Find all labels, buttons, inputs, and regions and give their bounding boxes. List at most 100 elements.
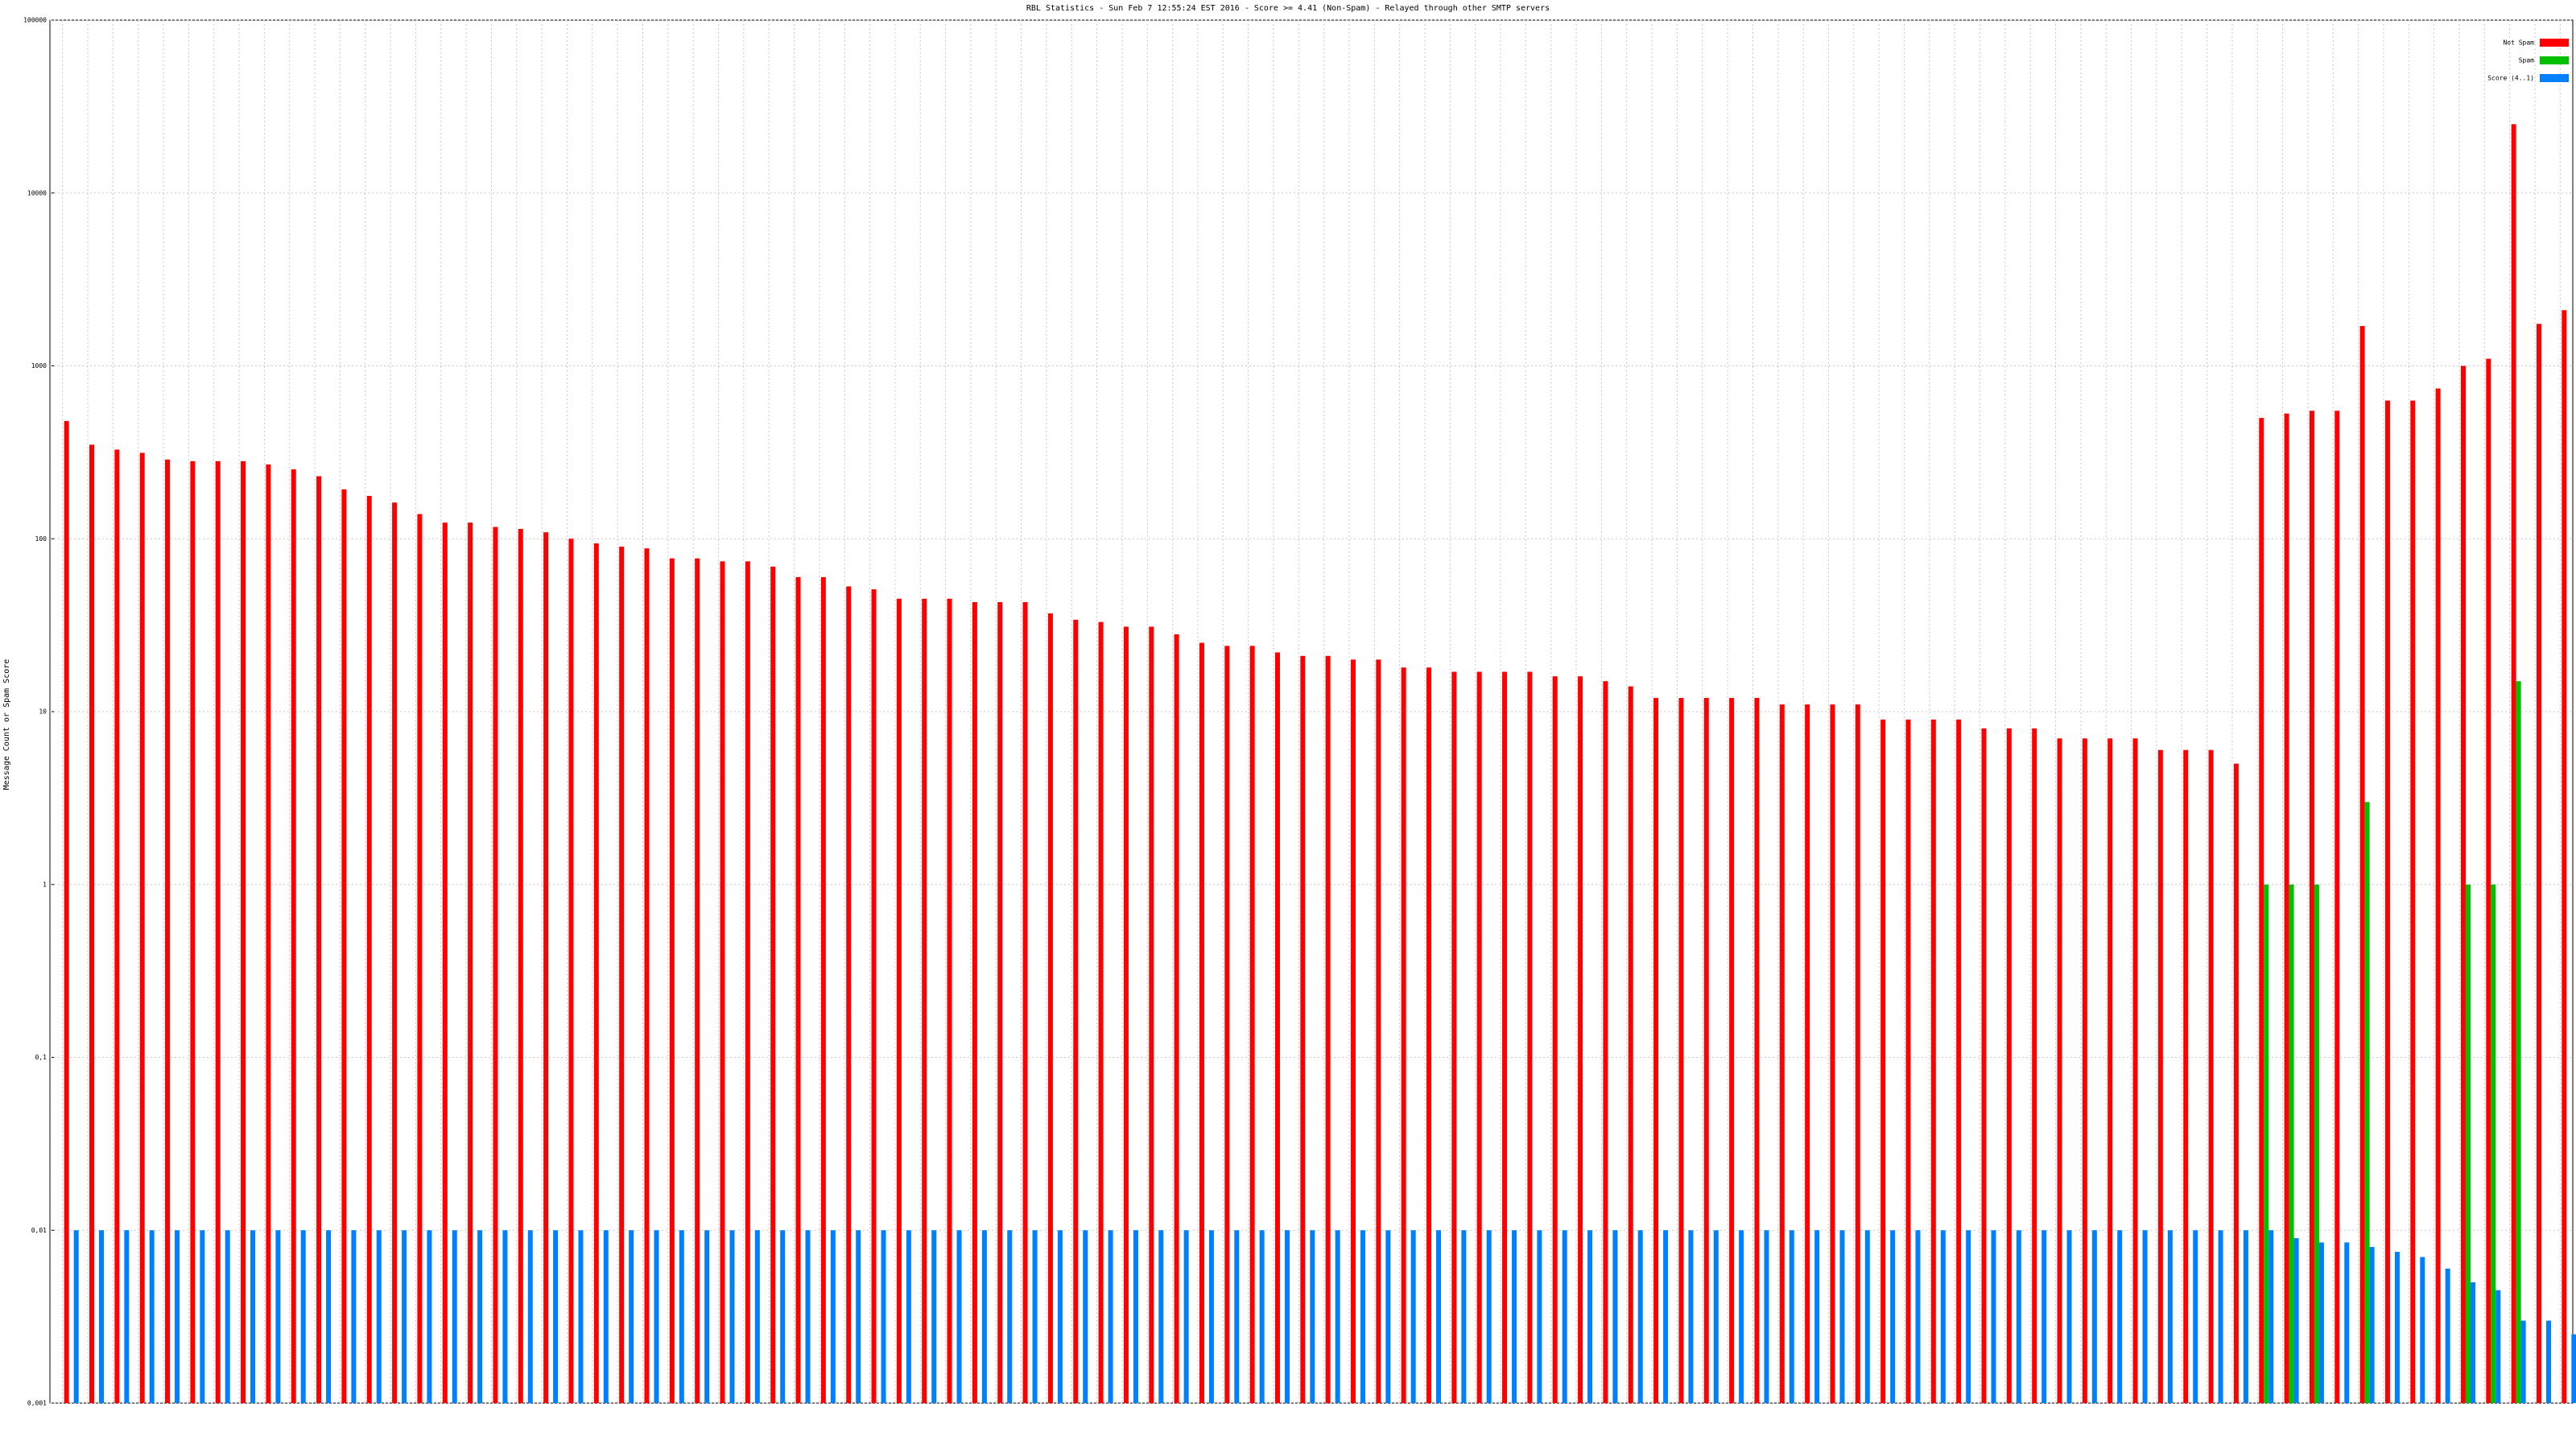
bar — [2384, 400, 2390, 1404]
bar — [351, 1230, 357, 1403]
bar — [1864, 1230, 1870, 1403]
y-tick-label: 10 — [39, 708, 47, 716]
bar — [275, 1230, 281, 1403]
bar — [729, 1230, 735, 1403]
bar — [2268, 1230, 2274, 1403]
bar — [2309, 411, 2314, 1404]
bar — [654, 1230, 659, 1403]
bar — [644, 548, 650, 1403]
bar — [795, 576, 801, 1403]
bar — [1729, 697, 1735, 1403]
bar — [603, 1230, 609, 1403]
bar — [2496, 1290, 2501, 1403]
bar — [1183, 1230, 1189, 1403]
bar — [326, 1230, 332, 1403]
y-tick-label: 10000 — [27, 189, 47, 196]
bar — [2359, 326, 2365, 1403]
bar — [1310, 1230, 1315, 1403]
bar — [2233, 763, 2239, 1403]
bar — [1486, 1230, 1492, 1403]
bar — [1234, 1230, 1240, 1403]
bar — [149, 1230, 155, 1403]
bar — [1284, 1230, 1290, 1403]
bar — [981, 1230, 987, 1403]
bar — [442, 522, 448, 1403]
bar — [190, 460, 196, 1403]
bar — [754, 1230, 760, 1403]
bar — [1083, 1230, 1088, 1403]
bar — [1274, 652, 1280, 1403]
bar — [165, 459, 171, 1403]
bar — [2117, 1230, 2123, 1403]
bar — [1890, 1230, 1896, 1403]
bar — [1149, 626, 1154, 1403]
y-axis-label: Message Count or Spam Score — [2, 659, 11, 791]
bar — [619, 547, 625, 1403]
legend-swatch — [2540, 56, 2569, 64]
legend-swatch — [2540, 74, 2569, 82]
bar — [1325, 655, 1331, 1403]
bar — [468, 522, 473, 1403]
bar — [250, 1230, 256, 1403]
bar — [477, 1230, 483, 1403]
bar — [2157, 749, 2163, 1403]
bar — [2183, 749, 2189, 1403]
bar — [1512, 1230, 1517, 1403]
bar — [2420, 1257, 2425, 1403]
bar — [1224, 646, 1230, 1403]
bar — [1022, 601, 1028, 1403]
bar — [2491, 884, 2496, 1403]
bar — [820, 576, 826, 1403]
bar — [770, 566, 776, 1403]
bar — [679, 1230, 684, 1403]
y-tick-label: 0,01 — [31, 1227, 47, 1234]
bar — [1047, 613, 1053, 1403]
bar — [856, 1230, 861, 1403]
bar — [1502, 671, 1508, 1403]
bar — [2545, 1320, 2551, 1403]
bar — [124, 1230, 130, 1403]
bar — [881, 1230, 886, 1403]
bar — [1688, 1230, 1694, 1403]
bar — [266, 464, 271, 1403]
bar — [1855, 704, 1860, 1403]
bar — [1527, 671, 1533, 1403]
bar — [427, 1230, 432, 1403]
bar — [1764, 1230, 1769, 1403]
bar — [114, 449, 120, 1403]
bar — [2091, 1230, 2097, 1403]
bar — [2536, 324, 2541, 1403]
bar — [695, 558, 700, 1403]
bar — [543, 532, 549, 1403]
bar — [1351, 659, 1356, 1403]
bar — [316, 476, 322, 1403]
bar — [956, 1230, 962, 1403]
bar — [2293, 1238, 2299, 1403]
bar — [922, 598, 927, 1403]
bar — [1376, 659, 1381, 1403]
bar — [452, 1230, 457, 1403]
bar — [2369, 1247, 2375, 1403]
bar — [578, 1230, 584, 1403]
bar — [1057, 1230, 1063, 1403]
bar — [1678, 697, 1684, 1403]
bar — [1789, 1230, 1794, 1403]
bar — [1199, 642, 1204, 1403]
bar — [1587, 1230, 1593, 1403]
bar — [1612, 1230, 1618, 1403]
bar — [139, 452, 145, 1403]
bar — [568, 539, 574, 1403]
bar — [2107, 738, 2113, 1403]
bar — [629, 1230, 634, 1403]
bar — [392, 502, 398, 1404]
bar — [1637, 1230, 1643, 1403]
bar — [518, 529, 523, 1403]
bar — [1805, 704, 1810, 1403]
bar — [1401, 667, 1406, 1403]
bar — [1562, 1230, 1567, 1403]
y-tick-label: 1000 — [31, 362, 47, 369]
bar — [1249, 646, 1255, 1403]
bar — [2344, 1242, 2350, 1403]
bar — [1713, 1230, 1719, 1403]
